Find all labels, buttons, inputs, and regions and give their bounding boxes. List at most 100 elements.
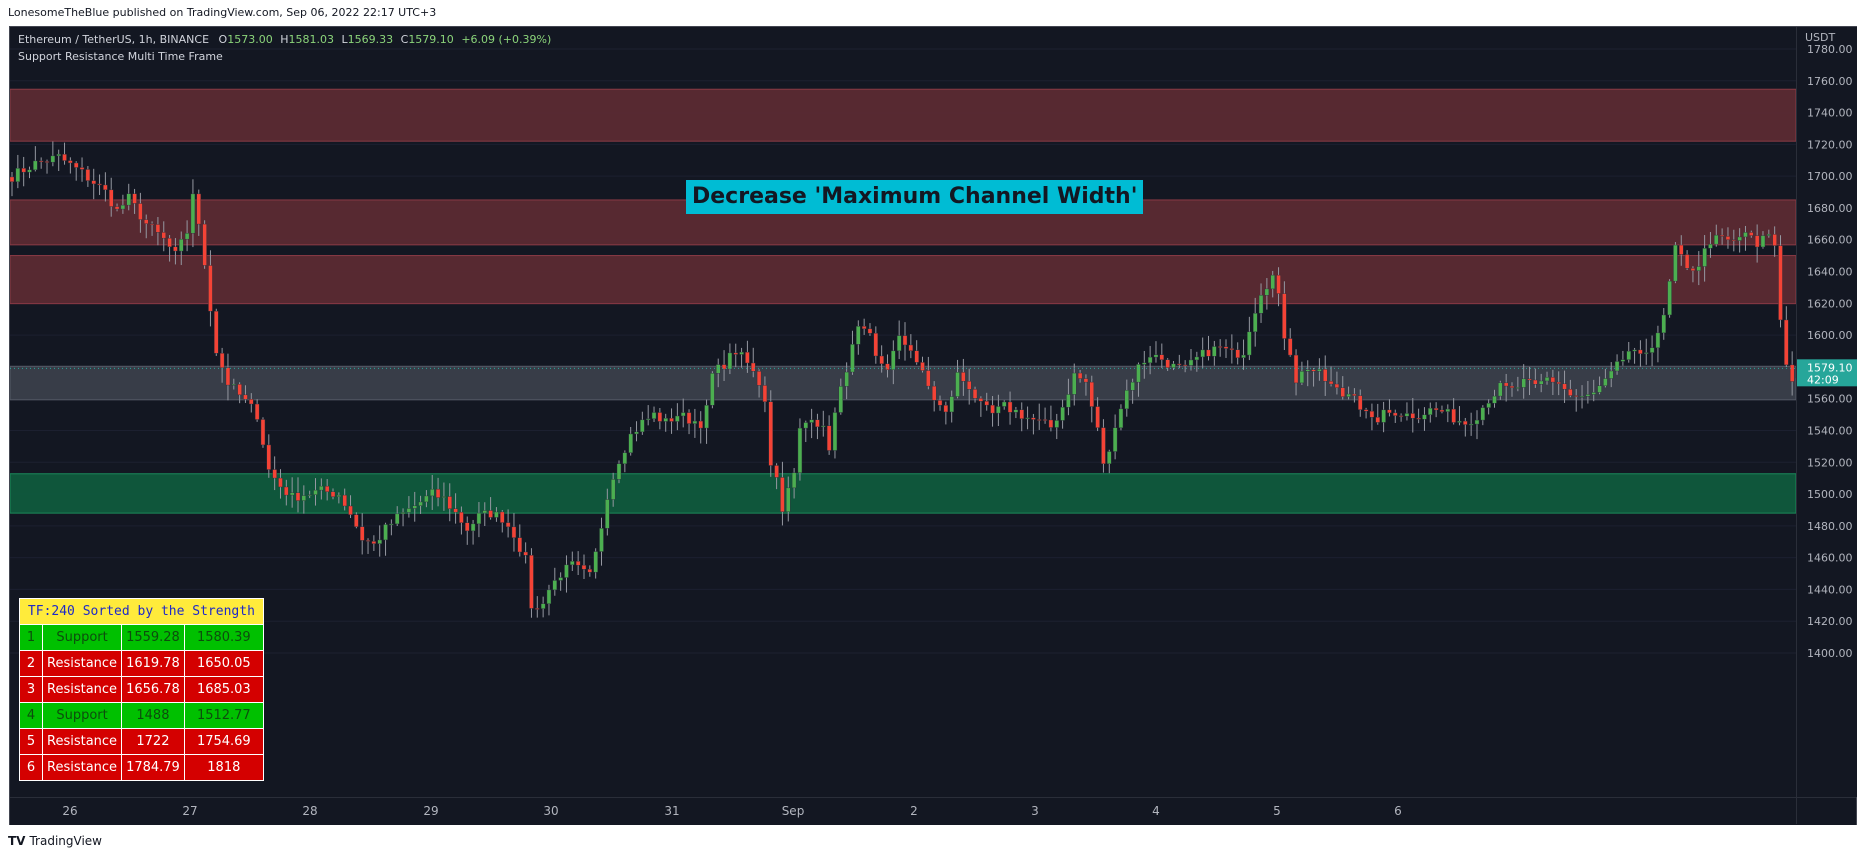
candle-body — [1568, 388, 1573, 396]
candle-body — [575, 561, 581, 566]
candle-body — [494, 511, 499, 518]
candle-body — [710, 373, 715, 406]
candle-body — [1212, 346, 1217, 357]
candle-body — [155, 224, 161, 233]
candle-body — [435, 488, 441, 498]
price-axis[interactable]: USDT 1780.00 1760.00 1740.00 1720.00 1700.00 1… — [1796, 27, 1857, 797]
candle-body — [1679, 244, 1684, 255]
sr-row-type: Resistance — [41, 754, 123, 781]
candle-body — [1451, 408, 1456, 423]
sr-row-low: 1488 — [121, 702, 185, 729]
candlestick-plot — [10, 48, 1796, 654]
footer[interactable]: TV TradingView — [8, 834, 102, 848]
candle-body — [132, 193, 137, 204]
candle-body — [266, 444, 272, 470]
indicator-legend[interactable]: Support Resistance Multi Time Frame — [18, 50, 223, 63]
time-tick-label: 3 — [1031, 804, 1039, 818]
candle-body — [91, 180, 96, 185]
candle-body — [803, 422, 808, 429]
candle-body — [231, 384, 236, 386]
sr-row-index: 1 — [19, 624, 43, 651]
price-tick-label: 1500.00 — [1807, 488, 1853, 501]
candle-body — [1574, 395, 1579, 397]
candle-body — [1293, 354, 1299, 384]
candle-body — [605, 499, 610, 529]
candle-body — [552, 580, 558, 591]
candle-body — [1749, 232, 1754, 236]
candle-body — [1743, 232, 1748, 238]
symbol-legend[interactable]: Ethereum / TetherUS, 1h, BINANCE O1573.0… — [18, 33, 551, 46]
candle-body — [365, 540, 371, 542]
candle-body — [1410, 413, 1415, 419]
open-value: 1573.00 — [227, 33, 273, 46]
price-tick-label: 1780.00 — [1807, 43, 1853, 56]
candle-body — [1562, 383, 1567, 390]
open-label: O — [218, 33, 228, 46]
candle-body — [1789, 364, 1795, 382]
candle-body — [1603, 378, 1608, 387]
candle-body — [120, 204, 126, 210]
price-tick-label: 1680.00 — [1807, 202, 1853, 215]
candle-body — [85, 169, 91, 181]
candle-body — [1002, 401, 1007, 407]
candle-body — [1719, 234, 1725, 237]
sr-row-high: 1818 — [183, 754, 264, 781]
candle-body — [38, 160, 44, 163]
time-axis[interactable]: 26 27 28 29 30 31 Sep 2 3 4 5 6 — [10, 797, 1856, 825]
candle-body — [289, 492, 295, 496]
price-tick-label: 1660.00 — [1807, 234, 1853, 247]
candle-body — [908, 344, 914, 351]
candle-body — [1468, 423, 1474, 426]
candle-body — [1142, 362, 1147, 365]
candle-body — [914, 350, 919, 363]
time-tick-label: 29 — [423, 804, 438, 818]
candle-body — [581, 565, 587, 570]
candle-body — [786, 487, 791, 512]
sr-row-index: 2 — [19, 650, 43, 677]
candle-body — [441, 496, 447, 498]
candle-body — [1498, 382, 1503, 397]
candle-body — [330, 491, 336, 497]
close-label: C — [400, 33, 409, 46]
candle-body — [873, 333, 879, 357]
candle-body — [1416, 418, 1421, 420]
candle-body — [202, 223, 207, 266]
candle-body — [1124, 390, 1129, 410]
price-tick-label: 1760.00 — [1807, 75, 1853, 88]
candle-body — [704, 405, 709, 429]
sr-row-low: 1784.79 — [121, 754, 185, 781]
plot-area[interactable] — [10, 27, 1796, 797]
candle-body — [50, 155, 56, 163]
candle-body — [1136, 364, 1141, 383]
candle-body — [1661, 314, 1666, 334]
time-axis-svg: 26 27 28 29 30 31 Sep 2 3 4 5 6 — [62, 804, 1401, 818]
price-tick-label: 1700.00 — [1807, 170, 1853, 183]
candle-body — [1725, 236, 1731, 241]
candle-body — [1083, 378, 1089, 383]
candle-body — [663, 418, 668, 422]
candle-body — [1194, 356, 1200, 361]
candle-body — [972, 389, 978, 399]
candle-body — [1754, 235, 1760, 248]
candle-body — [1217, 346, 1223, 348]
candle-body — [996, 406, 1001, 414]
candle-body — [1778, 245, 1783, 321]
candle-body — [1206, 349, 1211, 357]
candle-body — [1708, 243, 1713, 249]
sr-row: 1 Support 1559.28 1580.39 — [19, 624, 264, 651]
candle-body — [1626, 350, 1631, 360]
candle-body — [1258, 295, 1264, 314]
countdown-label: 42:09 — [1807, 373, 1839, 386]
candle-body — [1784, 319, 1789, 366]
candle-body — [1428, 407, 1433, 415]
candle-body — [1188, 359, 1194, 366]
time-tick-label: 2 — [910, 804, 918, 818]
sr-zone-resistance — [10, 88, 1796, 142]
candle-body — [1515, 387, 1521, 389]
candle-body — [797, 427, 803, 473]
candle-body — [354, 514, 359, 527]
candle-body — [1118, 408, 1124, 428]
candle-body — [1609, 370, 1614, 379]
sr-row-high: 1685.03 — [183, 676, 264, 703]
candle-body — [535, 608, 540, 610]
